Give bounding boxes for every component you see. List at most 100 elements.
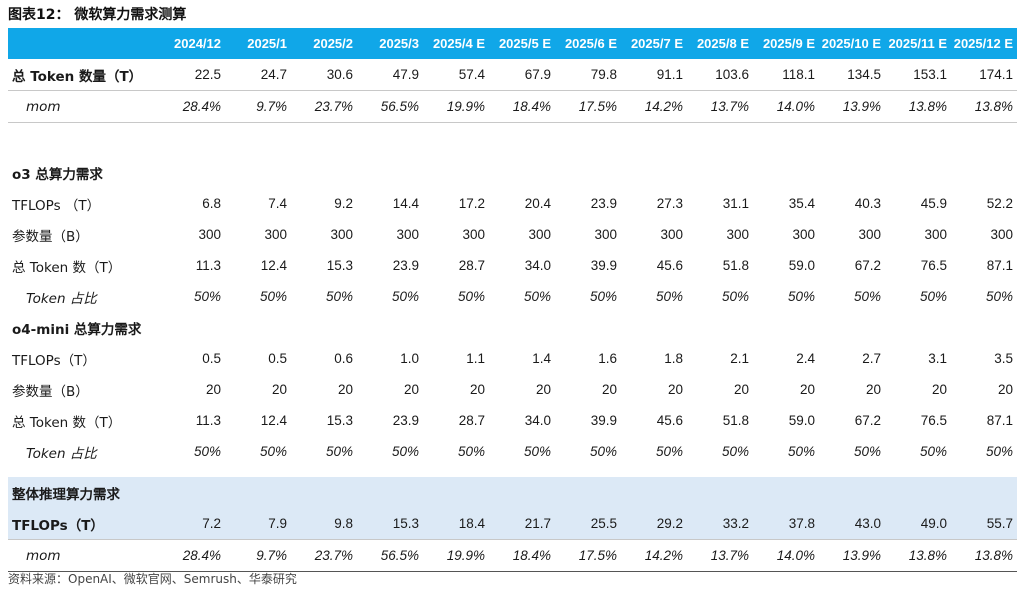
value-cell: 76.5 — [920, 258, 947, 273]
value-cell: 20 — [799, 382, 815, 397]
value-cell: 28.7 — [458, 413, 485, 428]
figure-title: 图表12： 微软算力需求测算 — [8, 7, 187, 23]
value-cell: 11.3 — [195, 413, 221, 428]
empty-cell — [687, 157, 753, 188]
value-cell: 52.2 — [986, 196, 1013, 211]
value-cell: 50% — [655, 289, 683, 304]
value-cell: 47.9 — [357, 59, 423, 91]
value-cell: 50% — [655, 444, 683, 459]
o4mini-tokens-row: 总 Token 数（T） 11.3 12.4 15.3 23.9 28.7 34.0 39.9… — [8, 405, 1017, 436]
value-cell: 12.4 — [260, 258, 287, 273]
value-cell: 59.0 — [788, 413, 815, 428]
value-cell: 50% — [985, 444, 1013, 459]
value-cell: 300 — [198, 227, 221, 242]
compute-demand-table: 2024/12 2025/1 2025/2 2025/3 2025/4 E 2025/5 … — [8, 28, 1017, 572]
value-cell: 9.8 — [291, 508, 357, 540]
value-cell: 50% — [787, 289, 815, 304]
value-cell: 37.8 — [753, 508, 819, 540]
value-cell: 15.3 — [357, 508, 423, 540]
empty-cell — [291, 477, 357, 508]
value-cell: 11.3 — [195, 258, 221, 273]
value-cell: 33.2 — [687, 508, 753, 540]
value-cell: 1.4 — [532, 351, 551, 366]
value-cell: 20 — [535, 382, 551, 397]
value-cell: 300 — [462, 227, 485, 242]
value-cell: 300 — [330, 227, 353, 242]
spacer-row — [8, 467, 1017, 477]
value-cell: 20 — [337, 382, 353, 397]
empty-cell — [489, 157, 555, 188]
value-cell: 50% — [919, 289, 947, 304]
value-cell: 55.7 — [951, 508, 1017, 540]
value-cell: 14.2% — [621, 90, 687, 123]
column-header: 2025/11 E — [885, 28, 951, 59]
empty-cell — [753, 157, 819, 188]
value-cell: 30.6 — [291, 59, 357, 91]
value-cell: 2.4 — [796, 351, 815, 366]
o3-tokens-row: 总 Token 数（T） 11.3 12.4 15.3 23.9 28.7 34.0 39.9… — [8, 250, 1017, 281]
empty-cell — [885, 312, 951, 343]
value-cell: 1.0 — [400, 351, 419, 366]
value-cell: 9.7% — [225, 539, 291, 572]
value-cell: 50% — [325, 289, 353, 304]
value-cell: 50% — [985, 289, 1013, 304]
value-cell: 23.7% — [291, 90, 357, 123]
value-cell: 17.2 — [458, 196, 485, 211]
value-cell: 50% — [259, 444, 287, 459]
empty-cell — [687, 312, 753, 343]
value-cell: 3.1 — [928, 351, 947, 366]
value-cell: 34.0 — [524, 258, 551, 273]
value-cell: 50% — [721, 444, 749, 459]
empty-cell — [753, 312, 819, 343]
row-label: 总 Token 数量（T） — [8, 59, 159, 91]
column-header: 2025/5 E — [489, 28, 555, 59]
value-cell: 18.4% — [489, 539, 555, 572]
empty-cell — [687, 477, 753, 508]
value-cell: 17.5% — [555, 90, 621, 123]
value-cell: 29.2 — [621, 508, 687, 540]
value-cell: 13.7% — [687, 539, 753, 572]
value-cell: 45.6 — [656, 413, 683, 428]
value-cell: 19.9% — [423, 539, 489, 572]
o4mini-share-row: Token 占比 50% 50% 50% 50% 50% 50% 50% 50% 50% 50% 50… — [8, 436, 1017, 467]
value-cell: 50% — [787, 444, 815, 459]
value-cell: 21.7 — [489, 508, 555, 540]
empty-cell — [819, 477, 885, 508]
empty-cell — [291, 157, 357, 188]
o4mini-section-header: o4-mini 总算力需求 — [8, 312, 1017, 343]
empty-cell — [225, 157, 291, 188]
value-cell: 300 — [924, 227, 947, 242]
value-cell: 50% — [523, 289, 551, 304]
value-cell: 103.6 — [687, 59, 753, 91]
value-cell: 50% — [457, 444, 485, 459]
empty-cell — [423, 477, 489, 508]
spacer-cell — [8, 123, 1017, 158]
column-header: 2025/1 — [225, 28, 291, 59]
empty-cell — [819, 312, 885, 343]
value-cell: 13.9% — [819, 539, 885, 572]
value-cell: 79.8 — [555, 59, 621, 91]
value-cell: 24.7 — [225, 59, 291, 91]
value-cell: 300 — [396, 227, 419, 242]
value-cell: 118.1 — [753, 59, 819, 91]
spacer-row — [8, 123, 1017, 158]
source-note: 资料来源：OpenAI、微软官网、Semrush、华泰研究 — [8, 572, 297, 586]
column-header: 2025/7 E — [621, 28, 687, 59]
row-label: 参数量（B） — [12, 383, 89, 400]
value-cell: 49.0 — [885, 508, 951, 540]
value-cell: 9.2 — [334, 196, 353, 211]
value-cell: 67.2 — [854, 413, 881, 428]
empty-cell — [159, 477, 225, 508]
value-cell: 300 — [264, 227, 287, 242]
row-label — [8, 28, 159, 59]
empty-cell — [357, 157, 423, 188]
value-cell: 67.9 — [489, 59, 555, 91]
value-cell: 59.0 — [788, 258, 815, 273]
value-cell: 153.1 — [885, 59, 951, 91]
value-cell: 22.5 — [159, 59, 225, 91]
value-cell: 28.4% — [159, 539, 225, 572]
value-cell: 300 — [528, 227, 551, 242]
value-cell: 20 — [931, 382, 947, 397]
row-label: 总 Token 数（T） — [12, 259, 122, 276]
value-cell: 300 — [792, 227, 815, 242]
